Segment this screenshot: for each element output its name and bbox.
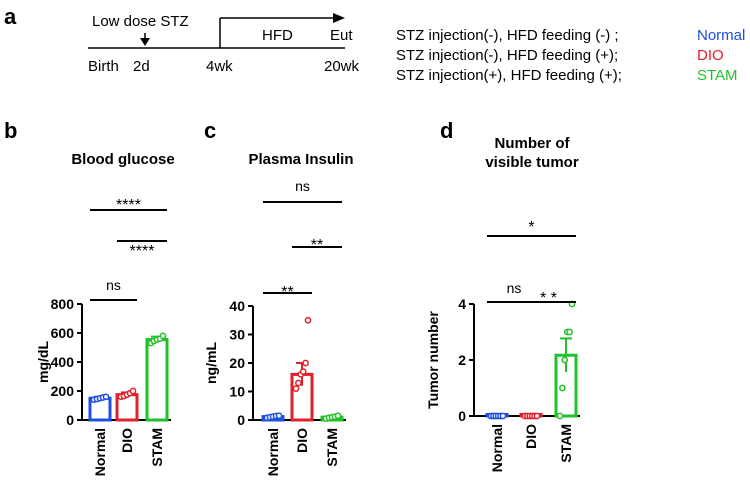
data-point-dio [129, 387, 137, 395]
significance-label: * * [540, 290, 557, 307]
timeline: Low dose STZ HFD Eut Birth 2d 4wk 20wk [88, 13, 360, 75]
significance-label: ns [507, 280, 522, 296]
stz-arrow-head [140, 38, 150, 46]
data-point-dio [299, 368, 307, 375]
category-label-dio: DIO [119, 428, 135, 453]
y-tick-label: 0 [66, 412, 74, 428]
y-tick-label: 600 [51, 325, 75, 341]
chart-plasma-insulin: Plasma Insulin ng/mL 0 10 20 30 40 Normal DIO STA… [203, 151, 354, 476]
significance-label: ns [106, 277, 121, 293]
y-tick-label: 10 [229, 384, 245, 400]
data-point-normal [275, 412, 283, 420]
group-desc-dio: STZ injection(-), HFD feeding (+); [396, 47, 618, 64]
category-label-stam: STAM [149, 428, 165, 467]
y-tick-label: 200 [51, 383, 75, 399]
chart-title-line: visible tumor [485, 154, 579, 171]
category-label-dio: DIO [523, 424, 539, 449]
data-point-stam [159, 332, 167, 340]
y-axis-label: Tumor number [425, 311, 441, 409]
category-label-normal: Normal [92, 428, 108, 476]
hfd-label: HFD [262, 27, 293, 44]
significance-label: **** [130, 243, 155, 260]
data-point-stam [556, 412, 564, 420]
hfd-arrow-head [333, 13, 345, 23]
chart-blood-glucose: Blood glucose mg/dL 0 200 400 600 800 Normal DIO… [35, 151, 175, 476]
y-axis-label: mg/dL [35, 341, 51, 383]
data-point-dio [295, 379, 302, 387]
eut-label: Eut [330, 27, 353, 44]
bar-stam [145, 338, 169, 422]
category-label-stam: STAM [558, 424, 574, 463]
group-desc-stam: STZ injection(+), HFD feeding (+); [396, 67, 622, 84]
y-tick-label: 800 [51, 296, 75, 312]
panel-label-b: b [4, 118, 17, 143]
group-legend: STZ injection(-), HFD feeding (-) ; STZ … [396, 27, 745, 84]
panel-label-c: c [204, 118, 216, 143]
significance-label: ** [281, 284, 293, 301]
data-point-dio [292, 385, 300, 392]
y-tick-label: 20 [229, 355, 245, 371]
timeline-tick-2d: 2d [133, 58, 150, 75]
chart-title: Plasma Insulin [248, 151, 353, 168]
timeline-tick-birth: Birth [88, 58, 119, 75]
timeline-tick-4wk: 4wk [206, 58, 233, 75]
group-name-normal: Normal [697, 27, 745, 44]
panel-label-a: a [4, 4, 17, 29]
data-point-normal [102, 393, 110, 401]
y-tick-label: 2 [458, 352, 466, 368]
y-tick-label: 0 [237, 412, 245, 428]
data-point-dio [304, 316, 312, 324]
group-name-stam: STAM [697, 67, 738, 84]
data-point-dio [302, 359, 309, 367]
group-name-dio: DIO [697, 47, 724, 64]
y-tick-label: 40 [229, 298, 245, 314]
group-desc-normal: STZ injection(-), HFD feeding (-) ; [396, 27, 619, 44]
significance-label: ** [311, 237, 323, 254]
data-point-dio [533, 412, 541, 420]
data-point-stam [559, 384, 566, 392]
significance-label: **** [116, 197, 141, 214]
stz-label: Low dose STZ [92, 13, 189, 30]
data-point-stam [566, 328, 573, 336]
category-label-normal: Normal [265, 428, 281, 476]
chart-tumor-number: Number of visible tumor Tumor number 0 2 4 Nor… [425, 135, 580, 472]
data-point-normal [499, 412, 507, 420]
category-label-normal: Normal [489, 424, 505, 472]
chart-title-line: Number of [495, 135, 571, 152]
y-tick-label: 4 [458, 296, 466, 312]
significance-label: ns [295, 178, 310, 194]
y-axis-label: ng/mL [203, 342, 219, 384]
significance-label: * [528, 219, 534, 236]
y-tick-label: 30 [229, 327, 245, 343]
chart-title: Blood glucose [71, 151, 174, 168]
category-label-dio: DIO [294, 428, 310, 453]
panel-label-d: d [440, 118, 453, 143]
y-tick-label: 400 [51, 354, 75, 370]
data-point-stam [561, 356, 569, 364]
y-tick-label: 0 [458, 408, 466, 424]
category-label-stam: STAM [324, 428, 340, 467]
timeline-tick-20wk: 20wk [324, 58, 360, 75]
data-point-stam [334, 412, 342, 420]
